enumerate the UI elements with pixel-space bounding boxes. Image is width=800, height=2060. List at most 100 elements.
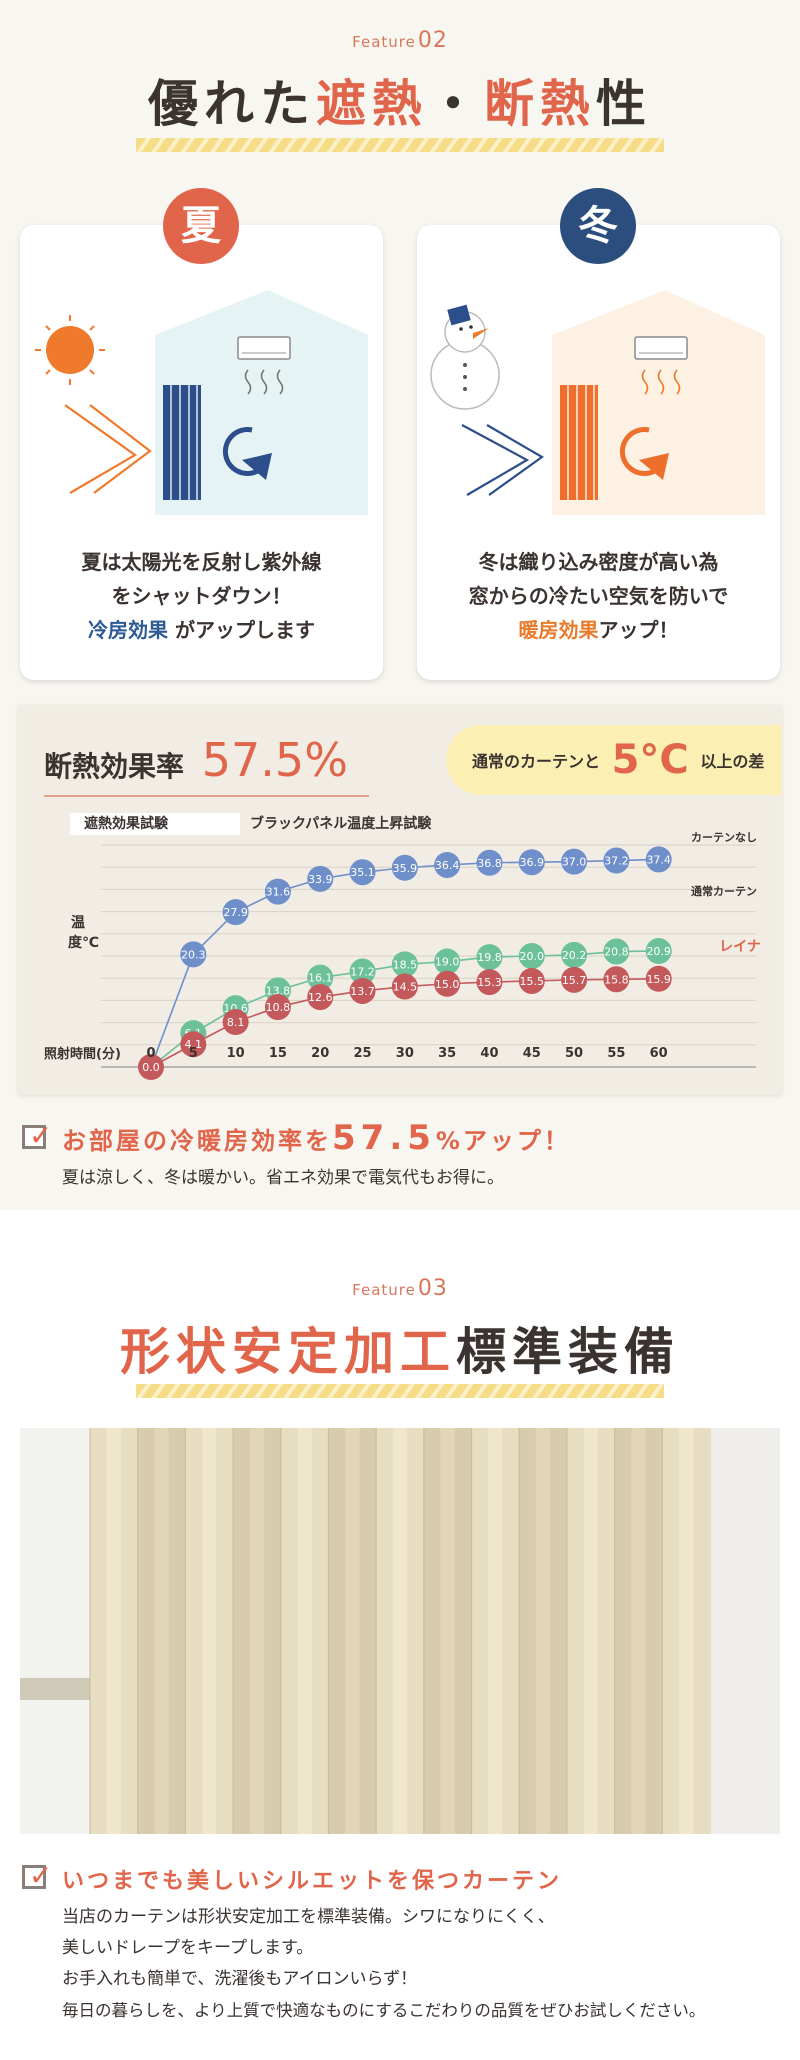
title-underline-stripe bbox=[136, 1384, 664, 1398]
x-tick-label: 60 bbox=[650, 1046, 668, 1061]
data-label: 36.4 bbox=[435, 859, 460, 872]
legend-label: カーテンなし bbox=[691, 831, 757, 844]
summer-card: 夏は太陽光を反射し紫外線 をシャットダウン！ 冷房効果 がアップします bbox=[20, 225, 383, 680]
callout-text: 通常のカーテンと 5°C 以上の差 bbox=[472, 725, 764, 797]
check-icon: ✓ bbox=[22, 1859, 52, 1892]
summer-badge: 夏 bbox=[163, 188, 239, 264]
data-label: 35.1 bbox=[350, 866, 375, 879]
x-tick-label: 15 bbox=[269, 1046, 287, 1061]
data-label: 37.4 bbox=[646, 853, 671, 866]
data-point bbox=[222, 899, 249, 926]
data-point bbox=[518, 943, 545, 969]
benefit-heading-post: %アップ！ bbox=[435, 1127, 571, 1155]
heading-underline bbox=[44, 795, 369, 797]
data-point bbox=[434, 948, 461, 975]
data-point bbox=[476, 944, 503, 971]
data-point bbox=[391, 973, 418, 1000]
data-label: 19.8 bbox=[477, 951, 502, 964]
data-point bbox=[180, 1031, 207, 1058]
title-part: 断熱 bbox=[484, 75, 596, 133]
winter-line2: 窓からの冷たい空気を防いで bbox=[468, 584, 729, 608]
legend-label: レイナ bbox=[719, 939, 761, 955]
summer-illustration bbox=[35, 290, 368, 515]
data-label: 15.7 bbox=[562, 974, 587, 987]
snowman-nose-icon bbox=[473, 328, 489, 339]
curtain-photo bbox=[20, 1428, 780, 1834]
data-label: 15.9 bbox=[646, 973, 671, 986]
x-tick-label: 35 bbox=[438, 1046, 456, 1061]
temperature-line-chart: 0.0 20.3 27.9 31.6 33.9 35.1 35.9 36.4 36.8 36.9 3… bbox=[101, 831, 761, 1080]
benefit-description: 夏は涼しく、冬は暖かい。省エネ効果で電気代もお得に。 bbox=[62, 1168, 504, 1188]
check-icon: ✓ bbox=[22, 1119, 52, 1152]
title-part: 標準装備 bbox=[456, 1323, 680, 1381]
feature-number: 02 bbox=[417, 28, 448, 53]
house-shape bbox=[552, 290, 765, 515]
title-part: 優れた bbox=[148, 75, 316, 133]
data-point bbox=[349, 859, 376, 886]
curtain-highlight bbox=[249, 1428, 265, 1834]
callout-bubble: 通常のカーテンと 5°C 以上の差 bbox=[446, 725, 782, 795]
test-label: 遮熱効果試験 bbox=[70, 813, 240, 835]
title-part: ・ bbox=[428, 75, 484, 133]
title-part: 性 bbox=[596, 75, 652, 133]
data-label: 37.0 bbox=[562, 856, 587, 869]
summer-line1: 夏は太陽光を反射し紫外線 bbox=[81, 550, 322, 574]
benefit-heading-value: 57.5 bbox=[332, 1118, 436, 1158]
data-point bbox=[645, 846, 672, 873]
x-tick-label: 10 bbox=[227, 1046, 245, 1061]
feature02-label: Feature02 bbox=[0, 28, 800, 53]
curtain-highlight bbox=[440, 1428, 455, 1834]
chart-y-label: 温度℃ bbox=[68, 915, 99, 951]
curtain-highlight bbox=[583, 1428, 598, 1834]
summer-accent-text: 冷房効果 bbox=[88, 618, 169, 642]
circulation-arrowhead bbox=[639, 453, 669, 480]
sun-icon bbox=[46, 326, 94, 374]
chart-x-ticks: 0 5 10 15 20 25 30 35 40 45 50 55 60 bbox=[146, 1046, 667, 1061]
data-point bbox=[307, 964, 334, 991]
silhouette-heading: いつまでも美しいシルエットを保つカーテン bbox=[62, 1869, 563, 1894]
chart-title-value: 57.5% bbox=[201, 733, 348, 787]
data-point bbox=[561, 848, 588, 875]
data-point bbox=[391, 951, 418, 978]
x-tick-label: 45 bbox=[523, 1046, 541, 1061]
winter-line1: 冬は織り込み密度が高い為 bbox=[478, 550, 719, 574]
warm-air-icon bbox=[641, 369, 681, 395]
data-label: 16.1 bbox=[308, 972, 333, 985]
snowman-hat-icon bbox=[447, 304, 471, 326]
circulation-arrow-icon bbox=[619, 427, 661, 477]
curtain-highlight bbox=[488, 1428, 503, 1834]
title-part: 遮熱 bbox=[316, 75, 428, 133]
data-label: 18.5 bbox=[393, 958, 418, 971]
curtain-pleats bbox=[89, 1428, 711, 1834]
window-frame bbox=[20, 1678, 90, 1700]
data-label: 13.7 bbox=[350, 985, 375, 998]
curtain-highlight bbox=[106, 1428, 121, 1834]
data-label: 17.2 bbox=[350, 966, 375, 979]
data-label: 4.1 bbox=[185, 1038, 203, 1051]
x-tick-label: 30 bbox=[396, 1046, 414, 1061]
silhouette-line2: 美しいドレープをキープします。 bbox=[62, 1938, 314, 1958]
data-label: 36.9 bbox=[520, 856, 545, 869]
data-point bbox=[561, 966, 588, 993]
house-shape bbox=[155, 290, 368, 515]
summer-line3: 冷房効果 がアップします bbox=[20, 613, 383, 647]
circulation-arrow-icon bbox=[222, 427, 264, 477]
data-label: 12.6 bbox=[308, 991, 333, 1004]
data-label: 20.0 bbox=[520, 950, 545, 963]
chart-data-points: 0.0 20.3 27.9 31.6 33.9 35.1 35.9 36.4 36.8 36.9 3… bbox=[138, 846, 672, 1080]
data-label: 20.3 bbox=[181, 948, 206, 961]
data-label: 35.9 bbox=[393, 862, 418, 875]
data-label: 36.8 bbox=[477, 857, 502, 870]
curtain-highlight bbox=[154, 1428, 169, 1834]
cold-air-arrows-icon bbox=[461, 424, 545, 496]
curtain-highlight bbox=[297, 1428, 312, 1834]
data-label: 33.9 bbox=[308, 873, 333, 886]
feature-number: 03 bbox=[417, 1276, 448, 1301]
sun-rays bbox=[35, 315, 105, 385]
data-label: 20.2 bbox=[562, 949, 587, 962]
x-tick-label: 20 bbox=[311, 1046, 329, 1061]
window-area bbox=[20, 1428, 90, 1834]
x-tick-label: 5 bbox=[189, 1046, 198, 1061]
air-conditioner-icon bbox=[634, 336, 688, 360]
